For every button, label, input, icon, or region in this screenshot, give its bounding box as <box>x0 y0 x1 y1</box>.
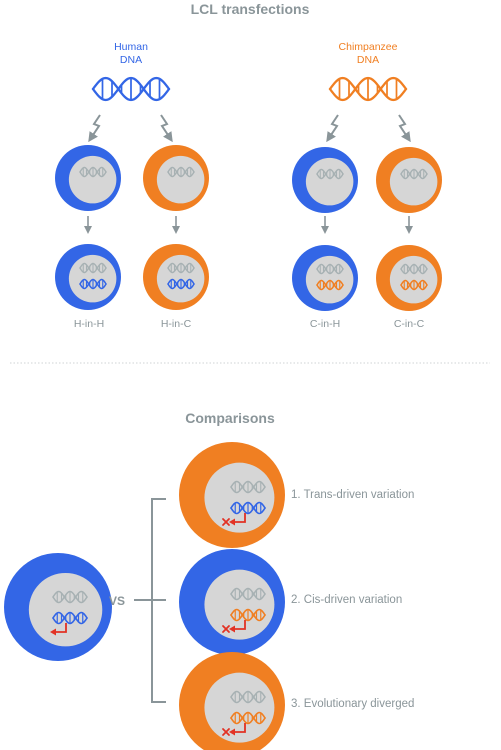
reference-cell <box>4 553 112 661</box>
cell-nucleus <box>68 155 117 204</box>
cell-label-h-in-h: H-in-H <box>74 318 104 330</box>
cell-human-host-2 <box>292 147 358 213</box>
genome-dna-icon <box>167 166 195 178</box>
cross-icon <box>222 728 230 736</box>
comparison-bracket <box>134 498 166 703</box>
cell-chimp-host-2 <box>376 147 442 213</box>
cell-nucleus <box>305 255 354 304</box>
genome-dna-icon <box>167 262 195 274</box>
transfection-arrow-icon <box>160 114 173 143</box>
transfected-dna-icon <box>167 278 195 290</box>
cell-nucleus <box>204 462 275 533</box>
transfection-arrow-icon <box>398 114 411 143</box>
transfected-dna-icon <box>316 279 344 291</box>
genome-dna-icon <box>230 480 266 494</box>
genome-dna-icon <box>230 587 266 601</box>
cell-human-host-1 <box>55 145 121 211</box>
chimp-dna-label-line2: DNA <box>357 54 379 66</box>
comparison-cell-2 <box>179 549 285 655</box>
cell-nucleus <box>389 157 438 206</box>
comparison-item-3: 3. Evolutionary diverged <box>291 698 414 710</box>
genome-dna-icon <box>79 166 107 178</box>
cell-c-in-c <box>376 245 442 311</box>
transfected-dna-icon <box>230 711 266 725</box>
cell-nucleus <box>156 254 205 303</box>
reporter-arrow-icon <box>229 513 246 526</box>
cell-nucleus <box>28 572 103 647</box>
transfected-dna-icon <box>400 279 428 291</box>
comparison-cell-1 <box>179 442 285 548</box>
human-dna-label-line2: DNA <box>120 54 142 66</box>
cross-icon <box>222 625 230 633</box>
cell-label-h-in-c: H-in-C <box>161 318 192 330</box>
genome-dna-icon <box>400 263 428 275</box>
cell-nucleus <box>305 157 354 206</box>
cell-nucleus <box>389 255 438 304</box>
comparison-item-1: 1. Trans-driven variation <box>291 489 414 501</box>
genome-dna-icon <box>230 690 266 704</box>
transfected-dna-icon <box>79 278 107 290</box>
human-dna-icon <box>91 76 171 102</box>
genome-dna-icon <box>400 168 428 180</box>
cross-icon <box>222 518 230 526</box>
vs-label: VS <box>109 594 125 608</box>
cell-h-in-h <box>55 244 121 310</box>
chimp-dna-icon <box>328 76 408 102</box>
comparisons-title: Comparisons <box>185 410 275 426</box>
genome-dna-icon <box>79 262 107 274</box>
cell-nucleus <box>204 569 275 640</box>
genome-dna-icon <box>52 590 88 604</box>
cell-h-in-c <box>143 244 209 310</box>
cell-c-in-h <box>292 245 358 311</box>
transfection-arrow-icon <box>326 114 339 143</box>
comparison-item-2: 2. Cis-driven variation <box>291 594 402 606</box>
chimp-dna-label-line1: Chimpanzee <box>339 41 398 53</box>
cell-nucleus <box>68 254 117 303</box>
cell-nucleus <box>204 672 275 743</box>
cell-label-c-in-h: C-in-H <box>310 318 340 330</box>
genome-dna-icon <box>316 168 344 180</box>
reporter-arrow-icon <box>229 723 246 736</box>
cell-label-c-in-c: C-in-C <box>394 318 425 330</box>
genome-dna-icon <box>316 263 344 275</box>
cell-chimp-host-1 <box>143 145 209 211</box>
transfected-dna-icon <box>230 501 266 515</box>
transfection-arrow-icon <box>88 114 101 143</box>
transfections-title: LCL transfections <box>191 1 310 17</box>
comparison-cell-3 <box>179 652 285 750</box>
cell-nucleus <box>156 155 205 204</box>
transfected-dna-icon <box>230 608 266 622</box>
human-dna-label-line1: Human <box>114 41 148 53</box>
reporter-arrow-icon <box>50 623 67 636</box>
transfected-dna-icon <box>52 611 88 625</box>
reporter-arrow-icon <box>229 620 246 633</box>
